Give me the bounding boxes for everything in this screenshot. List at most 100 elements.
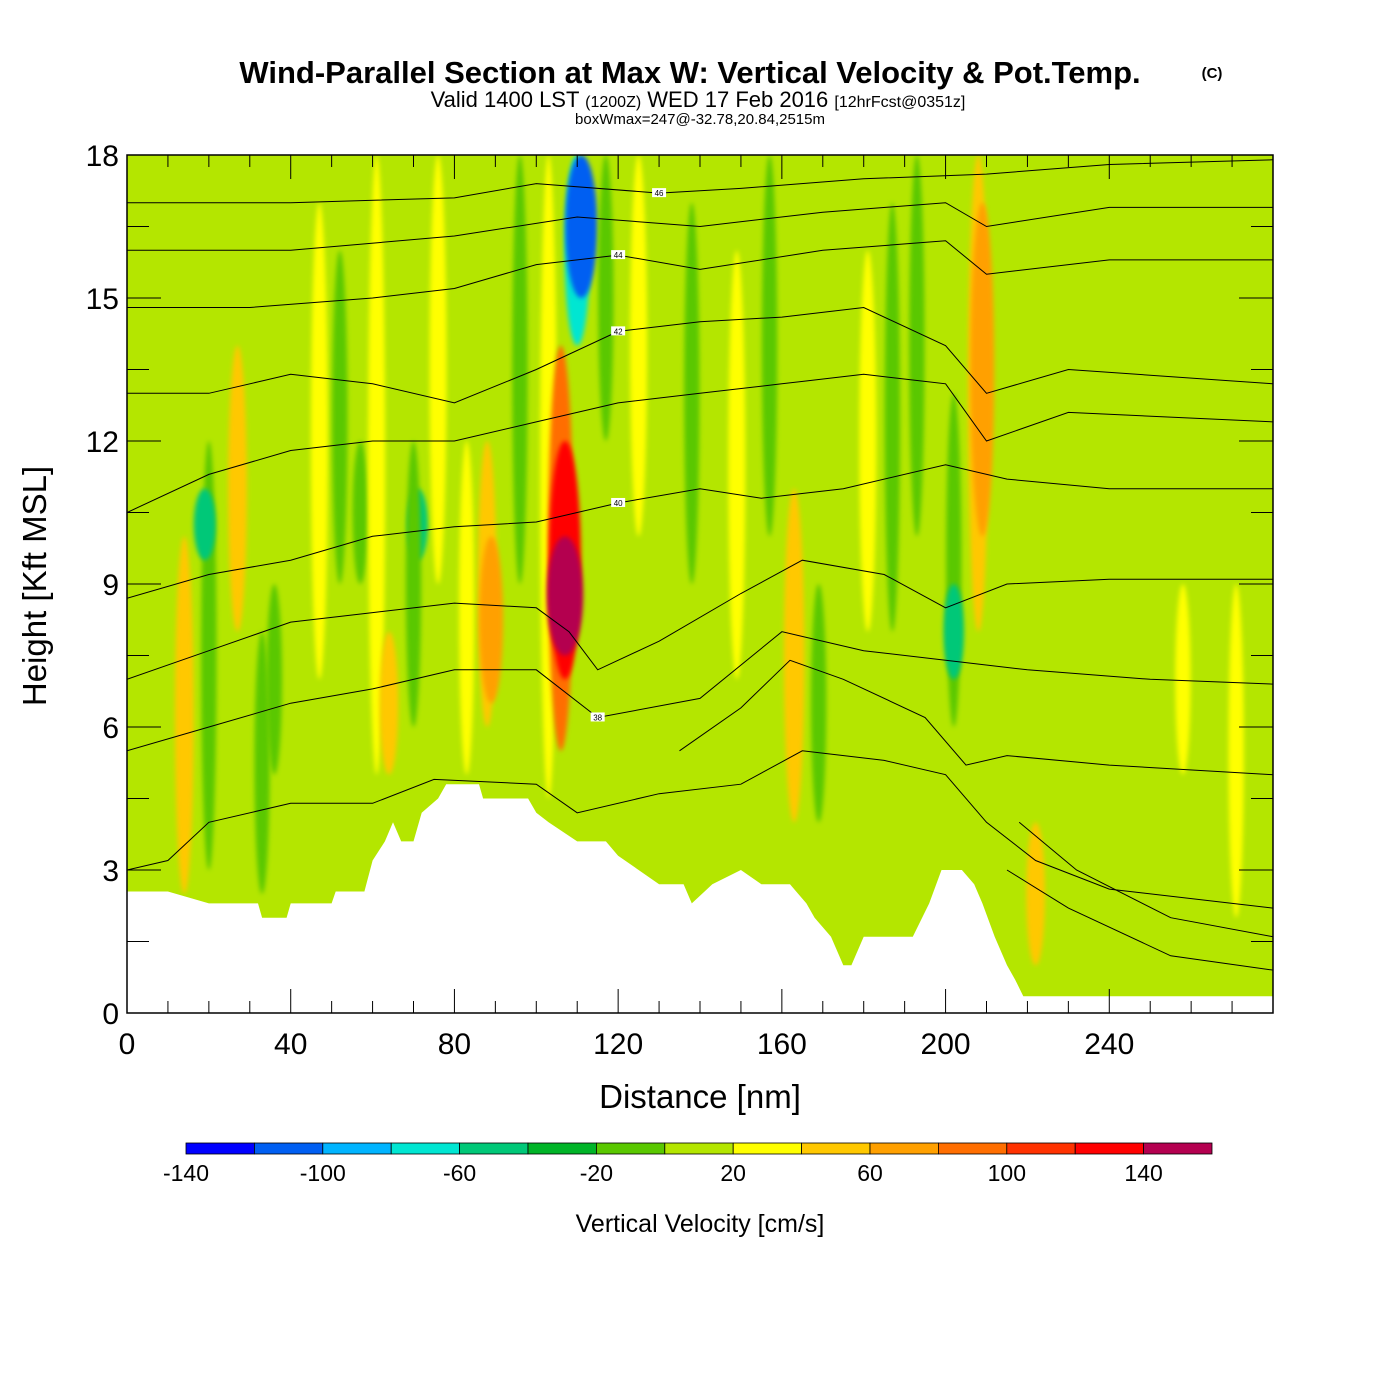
vertical-velocity-field [174, 155, 1244, 966]
w-band-12 [405, 441, 422, 727]
w-band-13 [429, 155, 447, 584]
boxwmax-label: boxWmax=247@-32.78,20.84,2515m [575, 111, 825, 128]
plot-area: 38 40 42 44 46 [127, 155, 1273, 1013]
theta-label-2: 42 [614, 327, 623, 336]
y-tick-label-9: 9 [102, 569, 119, 602]
w-band-32 [884, 202, 901, 632]
colorbar-label-20: 20 [720, 1160, 746, 1186]
w-band-23 [565, 155, 598, 298]
w-band-37 [970, 202, 995, 537]
y-tick-label-18: 18 [86, 140, 119, 173]
w-band-30 [811, 584, 827, 823]
w-band-9 [368, 155, 386, 775]
theta-contour-10 [1018, 821, 1273, 938]
w-band-17 [512, 155, 528, 584]
chart-subtitle: Valid 1400 LST (1200Z) WED 17 Feb 2016 [… [431, 87, 966, 112]
w-band-10 [379, 631, 399, 775]
colorbar-label--20: -20 [580, 1160, 613, 1186]
w-band-26 [684, 202, 700, 584]
x-tick-label-240: 240 [1084, 1028, 1134, 1061]
colorbar-swatch-5 [527, 1142, 597, 1155]
w-band-16 [479, 536, 504, 704]
x-axis: 0 40 80 120 160 200 240 [119, 155, 1274, 1061]
w-band-21 [546, 536, 583, 656]
w-band-1 [193, 488, 216, 561]
y-axis: 0 3 6 9 12 15 18 [86, 140, 1273, 1031]
theta-label-bg-1 [611, 497, 626, 507]
forecast-info: [12hrFcst@0351z] [834, 94, 965, 111]
colorbar-swatch-13 [1074, 1142, 1144, 1155]
w-band-14 [459, 441, 475, 775]
theta-label-0: 38 [593, 713, 602, 722]
valid-time: Valid 1400 LST [431, 87, 579, 112]
colorbar-label--140: -140 [163, 1160, 209, 1186]
theta-contour-4 [127, 159, 1273, 204]
w-band-6 [310, 202, 328, 680]
terrain-mask [127, 784, 1273, 1013]
colorbar-swatch-11 [938, 1142, 1008, 1155]
theta-label-bg-4 [652, 188, 667, 198]
utc-time: (1200Z) [585, 94, 641, 111]
theta-contours: 38 40 42 44 46 [127, 159, 1273, 971]
colorbar-swatch-8 [732, 1142, 803, 1155]
chart-title: Wind-Parallel Section at Max W: Vertical… [239, 55, 1140, 90]
theta-label-4: 46 [655, 189, 664, 198]
colorbar-swatch-4 [459, 1142, 529, 1155]
w-band-39 [1175, 584, 1191, 775]
colorbar-swatch-10 [869, 1142, 939, 1155]
colorbar-swatch-12 [1006, 1142, 1076, 1155]
plot-background [127, 155, 1273, 1013]
x-tick-label-40: 40 [274, 1028, 307, 1061]
theta-contour-2 [127, 306, 1273, 404]
w-band-3 [228, 345, 247, 632]
w-band-35 [943, 584, 964, 680]
w-band-2 [174, 536, 194, 894]
w-band-31 [859, 250, 877, 632]
y-tick-label-0: 0 [102, 998, 119, 1031]
y-tick-label-15: 15 [86, 283, 119, 316]
theta-label-bg-3 [611, 250, 626, 260]
colorbar-swatch-9 [801, 1142, 871, 1155]
theta-label-bg-2 [611, 326, 626, 336]
theta-label-1: 40 [614, 499, 623, 508]
w-band-4 [254, 631, 270, 894]
y-tick-label-3: 3 [102, 855, 119, 888]
theta-contour-6 [127, 559, 1273, 680]
x-tick-label-200: 200 [921, 1028, 971, 1061]
theta-contour-0 [127, 631, 1273, 752]
colorbar-label-100: 100 [988, 1160, 1026, 1186]
theta-contour-7 [127, 373, 1273, 513]
x-axis-title: Distance [nm] [599, 1078, 801, 1115]
theta-label-3: 44 [614, 251, 623, 260]
x-tick-label-80: 80 [438, 1028, 471, 1061]
w-band-24 [598, 155, 614, 441]
colorbar-label--60: -60 [443, 1160, 476, 1186]
colorbar-swatch-2 [322, 1142, 392, 1155]
x-tick-label-0: 0 [119, 1028, 136, 1061]
copyright-mark: (C) [1202, 65, 1223, 82]
theta-contour-5 [127, 750, 1273, 909]
w-band-33 [909, 155, 925, 537]
w-band-27 [728, 250, 746, 680]
w-band-40 [1228, 584, 1244, 918]
y-tick-label-12: 12 [86, 426, 119, 459]
w-band-29 [783, 488, 805, 823]
w-band-38 [1026, 822, 1045, 966]
w-band-8 [352, 441, 368, 584]
colorbar-swatch-3 [390, 1142, 461, 1155]
colorbar-label-140: 140 [1124, 1160, 1162, 1186]
colorbar-swatch-6 [596, 1142, 666, 1155]
theta-contour-9 [679, 659, 1273, 776]
colorbar-swatch-14 [1143, 1142, 1213, 1155]
theta-contour-11 [1006, 869, 1273, 971]
colorbar: -140 -100 -60 -20 20 60 100 140 [163, 1142, 1213, 1186]
valid-date: WED 17 Feb 2016 [647, 87, 828, 112]
colorbar-swatch-7 [664, 1142, 734, 1155]
w-band-7 [332, 250, 348, 585]
y-axis-title: Height [Kft MSL] [16, 466, 53, 706]
theta-contour-3 [127, 240, 1273, 308]
y-tick-label-6: 6 [102, 712, 119, 745]
theta-contour-1 [127, 464, 1273, 599]
w-band-25 [630, 155, 648, 537]
